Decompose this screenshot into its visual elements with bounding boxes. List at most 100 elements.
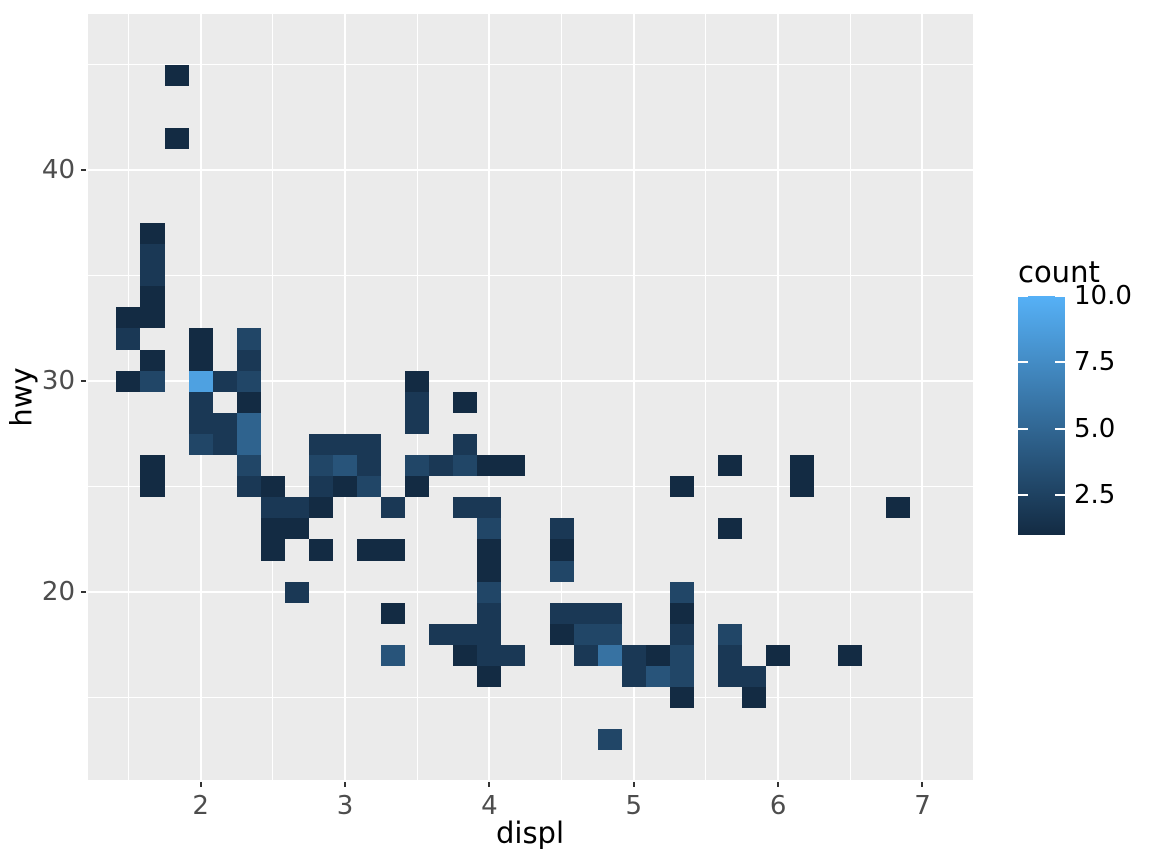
plot-panel	[88, 14, 973, 780]
y-axis-tick-label: 30	[41, 366, 75, 397]
heatmap-bin	[381, 644, 406, 667]
heatmap-bin	[236, 433, 261, 456]
heatmap-bin	[597, 644, 622, 667]
heatmap-bin	[284, 518, 309, 540]
heatmap-bin	[717, 644, 742, 667]
heatmap-bin	[357, 455, 382, 477]
heatmap-bin	[405, 455, 430, 477]
heatmap-bin	[501, 455, 526, 477]
heatmap-bin	[188, 433, 213, 456]
gridline-major-vertical	[343, 14, 346, 780]
y-axis-tick-mark	[81, 591, 86, 594]
heatmap-bin	[236, 370, 261, 392]
heatmap-bin	[477, 539, 502, 561]
heatmap-bin	[477, 581, 502, 603]
gridline-minor-vertical	[127, 14, 129, 780]
y-axis-title: hwy	[4, 367, 39, 427]
heatmap-bin	[669, 666, 694, 688]
heatmap-bin	[669, 602, 694, 624]
heatmap-bin	[477, 644, 502, 667]
heatmap-bin	[260, 497, 285, 519]
legend: count 10.0 7.5 5.0 2.5	[1013, 258, 1152, 548]
legend-tick-mark	[1018, 494, 1028, 497]
heatmap-bin	[453, 497, 478, 519]
heatmap-bin	[621, 644, 646, 667]
legend-colorbar	[1018, 296, 1065, 535]
heatmap-bin	[573, 644, 598, 667]
heatmap-bin	[236, 412, 261, 434]
heatmap-bin	[164, 127, 189, 150]
gridline-major-vertical	[777, 14, 780, 780]
heatmap-bin	[212, 370, 237, 392]
heatmap-bin	[405, 476, 430, 498]
heatmap-bin	[790, 476, 815, 498]
heatmap-bin	[549, 602, 574, 624]
gridline-minor-vertical	[561, 14, 563, 780]
heatmap-bin	[597, 623, 622, 645]
heatmap-bin	[260, 539, 285, 561]
heatmap-bin	[621, 666, 646, 688]
heatmap-bin	[140, 222, 165, 244]
heatmap-bin	[453, 623, 478, 645]
heatmap-bin	[766, 644, 791, 667]
legend-tick-label: 5.0	[1074, 413, 1116, 444]
heatmap-bin	[284, 581, 309, 603]
heatmap-bin	[260, 476, 285, 498]
y-axis-tick-mark	[81, 169, 86, 172]
heatmap-bin	[477, 455, 502, 477]
heatmap-bin	[453, 433, 478, 456]
heatmap-bin	[886, 497, 911, 519]
legend-title: count	[1018, 255, 1100, 289]
heatmap-bin	[477, 560, 502, 582]
heatmap-bin	[140, 244, 165, 266]
heatmap-bin	[357, 476, 382, 498]
heatmap-bin	[188, 412, 213, 434]
heatmap-bin	[140, 455, 165, 477]
heatmap-bin	[573, 623, 598, 645]
x-axis-tick-mark	[199, 782, 202, 787]
heatmap-bin	[212, 412, 237, 434]
heatmap-bin	[140, 286, 165, 308]
heatmap-bin	[188, 391, 213, 413]
x-axis-tick-label: 3	[336, 791, 354, 821]
heatmap-bin	[477, 602, 502, 624]
heatmap-bin	[236, 476, 261, 498]
heatmap-bin	[405, 370, 430, 392]
heatmap-bin	[140, 265, 165, 287]
heatmap-bin	[669, 581, 694, 603]
y-axis-tick-mark	[81, 380, 86, 383]
heatmap-bin	[453, 644, 478, 667]
legend-tick-label: 10.0	[1074, 281, 1132, 311]
heatmap-bin	[453, 455, 478, 477]
heatmap-bin	[308, 476, 333, 498]
heatmap-bin	[164, 64, 189, 86]
x-axis-tick-mark	[777, 782, 780, 787]
heatmap-bin	[549, 560, 574, 582]
heatmap-bin	[741, 666, 767, 688]
heatmap-bin	[236, 349, 261, 371]
x-axis-tick-mark	[488, 782, 491, 787]
gridline-minor-horizontal	[88, 486, 973, 488]
heatmap-bin	[308, 497, 333, 519]
heatmap-bin	[188, 349, 213, 371]
heatmap-bin	[549, 623, 574, 645]
heatmap-bin	[405, 412, 430, 434]
gridline-minor-vertical	[705, 14, 707, 780]
heatmap-bin	[236, 328, 261, 350]
heatmap-bin	[140, 307, 165, 329]
gridline-minor-horizontal	[88, 64, 973, 66]
heatmap-bin	[501, 644, 526, 667]
heatmap-bin	[669, 476, 694, 498]
heatmap-bin	[405, 391, 430, 413]
x-axis-title: displ	[495, 816, 565, 850]
heatmap-bin	[717, 455, 742, 477]
x-axis-tick-label: 5	[625, 791, 642, 821]
legend-tick-mark	[1018, 361, 1028, 364]
heatmap-bin	[669, 687, 694, 709]
x-axis-tick-label: 2	[192, 791, 209, 821]
legend-tick-mark	[1055, 427, 1065, 430]
heatmap-bin	[357, 539, 382, 561]
heatmap-bin	[236, 391, 261, 413]
heatmap-bin	[188, 370, 213, 392]
